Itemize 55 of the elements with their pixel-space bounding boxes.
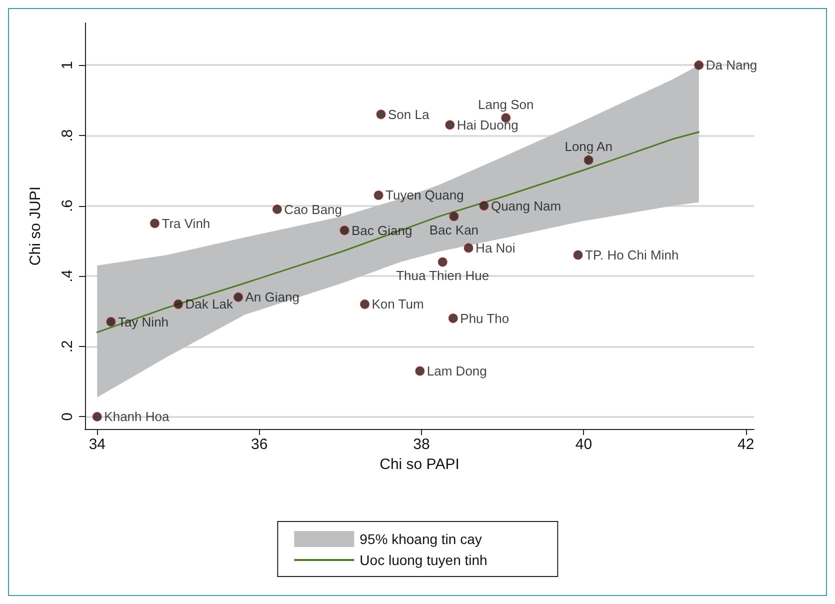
point	[360, 299, 370, 309]
annotation: Phu Tho	[460, 310, 510, 326]
line-series	[96, 131, 700, 334]
annotation: Lang Son	[478, 96, 534, 112]
x-tick-label: 34	[88, 436, 106, 453]
annotation: Thua Thien Hue	[396, 268, 490, 284]
annotation: Lam Dong	[426, 364, 487, 378]
y-tick-label: .2	[59, 340, 76, 353]
annotation: Quang Nam	[490, 198, 562, 214]
point	[374, 190, 384, 200]
annotation: Hai Duong	[456, 117, 518, 132]
annotation: Tuyen Quang	[386, 188, 464, 203]
annotation: Long An	[564, 139, 612, 154]
annotation: Da Nang	[706, 58, 758, 73]
annotation: Dak Lak	[185, 296, 234, 312]
point	[445, 120, 455, 130]
point	[92, 412, 102, 422]
x-tick-label: 40	[575, 436, 592, 453]
point	[415, 366, 425, 376]
point	[174, 299, 184, 309]
point	[272, 204, 282, 214]
point	[573, 250, 583, 260]
annotation: An Giang	[245, 290, 300, 305]
annotation: Ha Noi	[476, 240, 516, 256]
y-tick-label: 0	[59, 412, 76, 421]
point	[584, 155, 594, 165]
y-tick-label: .8	[59, 129, 76, 142]
x-tick-label: 42	[738, 436, 754, 453]
y-axis-title: Chi so JUPI	[27, 186, 44, 266]
point	[234, 292, 244, 302]
point	[438, 257, 448, 267]
x-axis-title: Chi so PAPI	[380, 456, 460, 473]
annotation: Khanh Hoa	[104, 409, 170, 424]
point	[448, 314, 458, 324]
legend-label: Uoc luong tuyen tinh	[360, 552, 488, 568]
annotation: Kon Tum	[372, 296, 424, 312]
annotation: Cao Bang	[284, 202, 342, 217]
point	[479, 201, 489, 211]
x-tick-label: 36	[251, 436, 268, 453]
y-tick-label: 1	[59, 61, 76, 70]
point	[340, 226, 350, 236]
text: 95% khoang tin cay	[360, 530, 482, 546]
annotation: Tra Vinh	[162, 216, 210, 231]
point	[464, 243, 474, 253]
point	[106, 317, 116, 327]
x-tick-label: 38	[413, 436, 430, 453]
y-tick-label: .6	[59, 200, 76, 212]
annotation: TP. Ho Chi Minh	[585, 248, 679, 262]
annotation: Bac Kan	[429, 222, 479, 238]
point	[150, 218, 160, 228]
point	[376, 110, 386, 120]
annotation: Son La	[388, 106, 430, 122]
point	[694, 60, 704, 70]
point	[449, 212, 459, 222]
y-tick-label: .4	[59, 270, 76, 282]
